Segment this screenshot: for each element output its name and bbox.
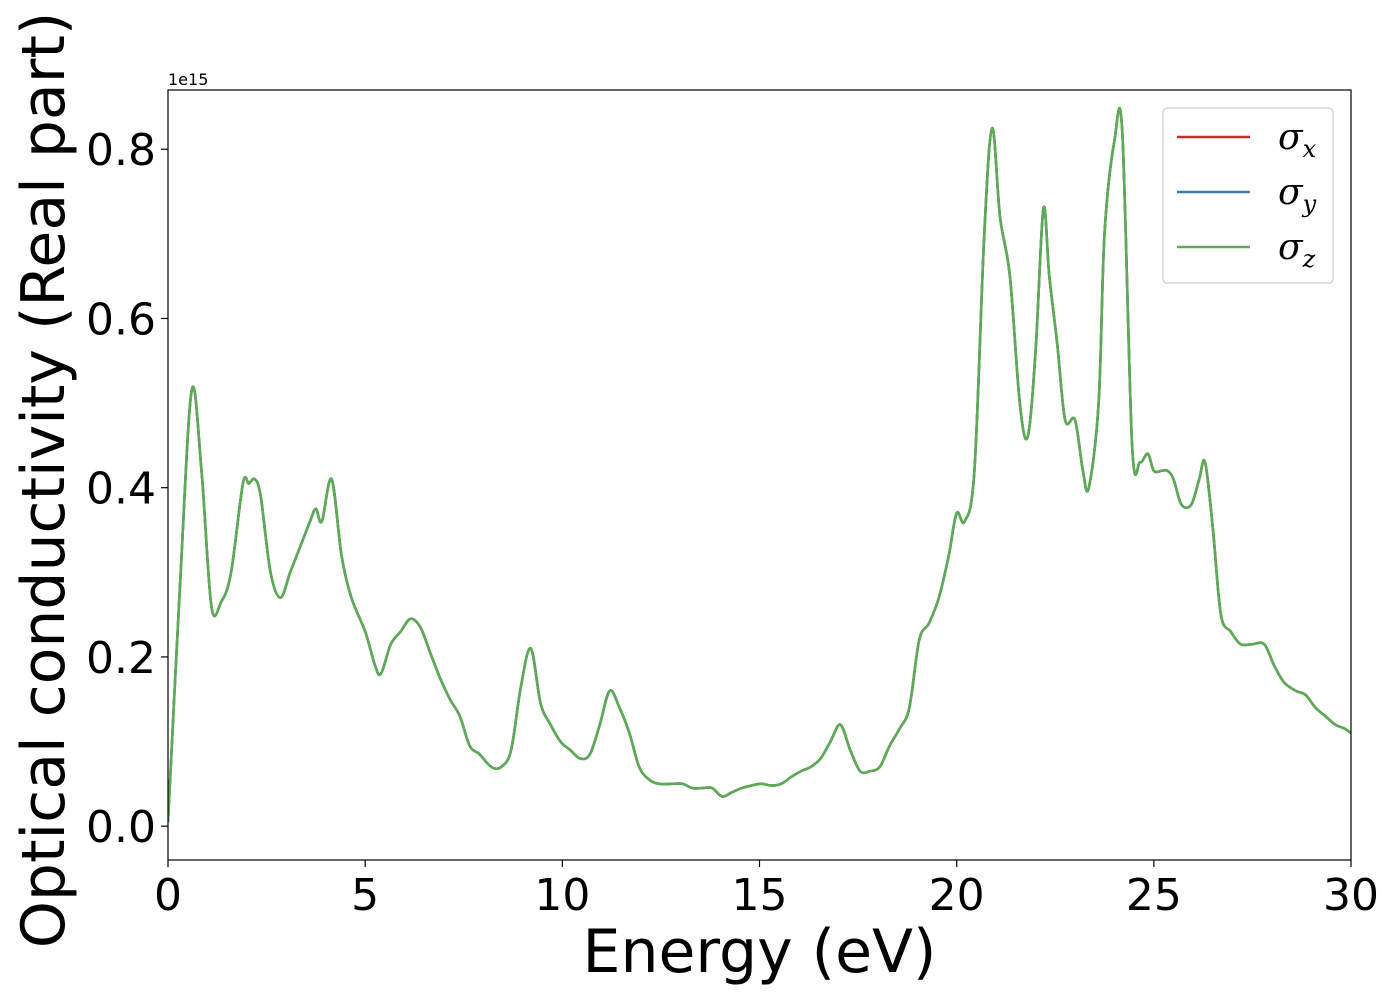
y-tick-label: 0.2 [86, 633, 156, 684]
x-tick-label: 15 [732, 870, 788, 921]
x-tick-label: 5 [351, 870, 379, 921]
x-axis: 0 5 10 15 20 25 30 [154, 860, 1379, 921]
y-tick-label: 0.4 [86, 464, 156, 515]
y-tick-label: 0.6 [86, 294, 156, 345]
x-tick-label: 30 [1323, 870, 1379, 921]
series-layer [168, 106, 1351, 822]
x-axis-label: Energy (eV) [583, 917, 937, 987]
y-tick-label: 0.0 [86, 802, 156, 853]
x-tick-label: 20 [929, 870, 985, 921]
y-tick-label: 0.8 [86, 125, 156, 176]
legend-box [1162, 107, 1334, 284]
legend: σx σy σz [1162, 107, 1334, 284]
x-tick-label: 0 [154, 870, 182, 921]
legend-label-x: σx [1278, 117, 1317, 163]
y-offset-text: 1e15 [168, 70, 208, 89]
x-tick-label: 25 [1126, 870, 1182, 921]
x-tick-label: 10 [534, 870, 590, 921]
legend-label-z: σz [1278, 227, 1316, 273]
series-line-z [168, 106, 1351, 822]
y-axis: 0.0 0.2 0.4 0.6 0.8 [86, 125, 168, 853]
legend-label-y: σy [1278, 172, 1317, 218]
y-axis-label: Optical conductivity (Real part) [9, 12, 79, 949]
